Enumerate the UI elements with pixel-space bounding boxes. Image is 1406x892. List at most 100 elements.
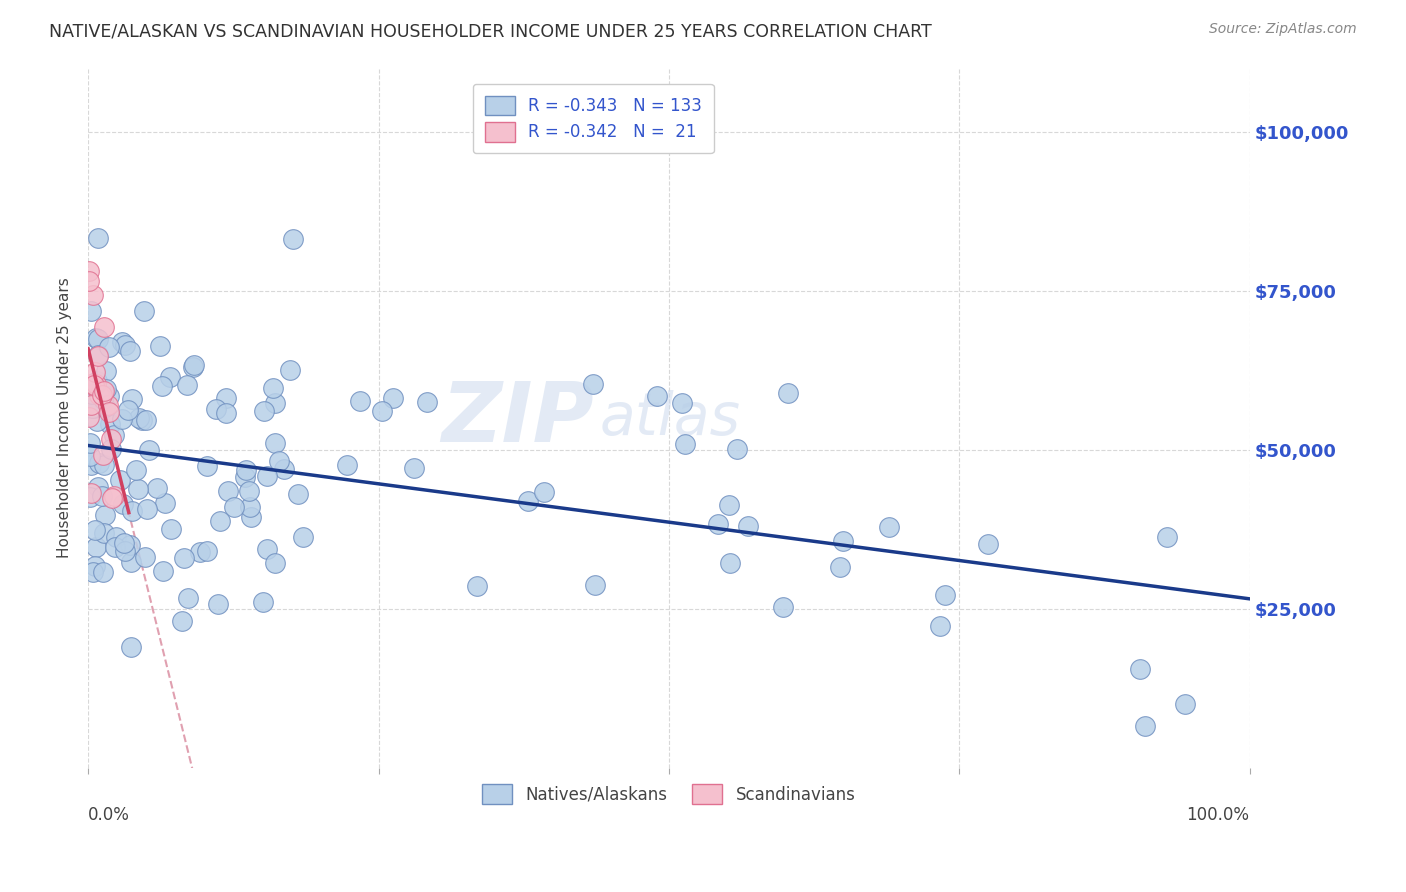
Text: Source: ZipAtlas.com: Source: ZipAtlas.com (1209, 22, 1357, 37)
Point (1129, 662, 1152, 676)
Point (252, 595, 274, 609)
Point (336, 458, 359, 473)
Point (177, 591, 200, 605)
Point (371, 404, 394, 418)
Point (176, 378, 198, 392)
Point (79, 273, 101, 287)
Point (93, 392, 115, 406)
Point (84, 331, 107, 345)
Point (98, 417, 121, 432)
Point (215, 406, 238, 420)
Point (79, 264, 101, 278)
Point (84, 541, 107, 555)
Point (86, 349, 108, 363)
Point (222, 500, 245, 515)
Point (195, 544, 218, 558)
Point (91, 489, 114, 503)
Point (159, 370, 181, 384)
Point (239, 510, 262, 524)
Point (717, 498, 740, 512)
Point (239, 500, 262, 515)
Point (152, 564, 174, 578)
Point (1156, 530, 1178, 544)
Point (583, 577, 606, 591)
Point (197, 459, 219, 474)
Point (215, 392, 238, 406)
Legend: Natives/Alaskans, Scandinavians: Natives/Alaskans, Scandinavians (471, 772, 868, 815)
Point (100, 432, 122, 446)
Point (173, 550, 195, 565)
Point (253, 403, 276, 417)
Point (737, 518, 759, 533)
Point (94, 508, 117, 523)
Point (349, 394, 371, 409)
Point (87, 348, 110, 362)
Point (135, 501, 157, 516)
Point (84, 558, 107, 573)
Point (267, 454, 290, 468)
Point (832, 533, 855, 548)
Point (582, 377, 605, 392)
Point (93, 526, 115, 541)
Point (134, 549, 156, 564)
Point (104, 540, 127, 554)
Point (235, 463, 257, 477)
Point (112, 536, 135, 550)
Point (93, 458, 115, 472)
Point (128, 411, 150, 425)
Point (97, 340, 120, 354)
Point (79, 491, 101, 505)
Point (256, 469, 278, 483)
Point (91, 566, 114, 580)
Point (217, 484, 239, 499)
Point (134, 304, 156, 318)
Point (238, 483, 260, 498)
Point (671, 395, 693, 409)
Y-axis label: Householder Income Under 25 years: Householder Income Under 25 years (58, 277, 72, 558)
Point (278, 362, 301, 376)
Point (111, 496, 134, 510)
Point (160, 523, 183, 537)
Point (86, 374, 108, 388)
Point (117, 403, 139, 417)
Point (80, 458, 103, 472)
Point (87, 332, 110, 346)
Point (118, 538, 141, 552)
Point (111, 334, 134, 349)
Point (94, 364, 117, 378)
Point (114, 338, 136, 352)
Point (291, 531, 314, 545)
Point (879, 520, 901, 534)
Point (83, 378, 105, 392)
Point (264, 436, 287, 450)
Point (105, 530, 128, 544)
Point (86, 479, 108, 493)
Point (121, 392, 143, 406)
Point (127, 482, 149, 496)
Point (79, 449, 101, 463)
Point (86, 230, 108, 244)
Point (87, 387, 110, 401)
Point (150, 379, 173, 393)
Point (97, 398, 120, 412)
Point (79, 377, 101, 392)
Point (170, 614, 193, 628)
Point (83, 401, 105, 415)
Point (273, 462, 295, 476)
Point (264, 557, 287, 571)
Point (103, 490, 125, 504)
Point (120, 555, 142, 569)
Point (1133, 719, 1156, 733)
Point (124, 463, 146, 477)
Point (256, 541, 278, 556)
Point (517, 494, 540, 508)
Point (778, 385, 800, 400)
Point (84, 376, 107, 391)
Point (138, 442, 160, 457)
Point (264, 396, 287, 410)
Point (89, 456, 111, 470)
Point (101, 491, 124, 505)
Point (977, 537, 1000, 551)
Point (830, 559, 852, 574)
Point (131, 413, 153, 427)
